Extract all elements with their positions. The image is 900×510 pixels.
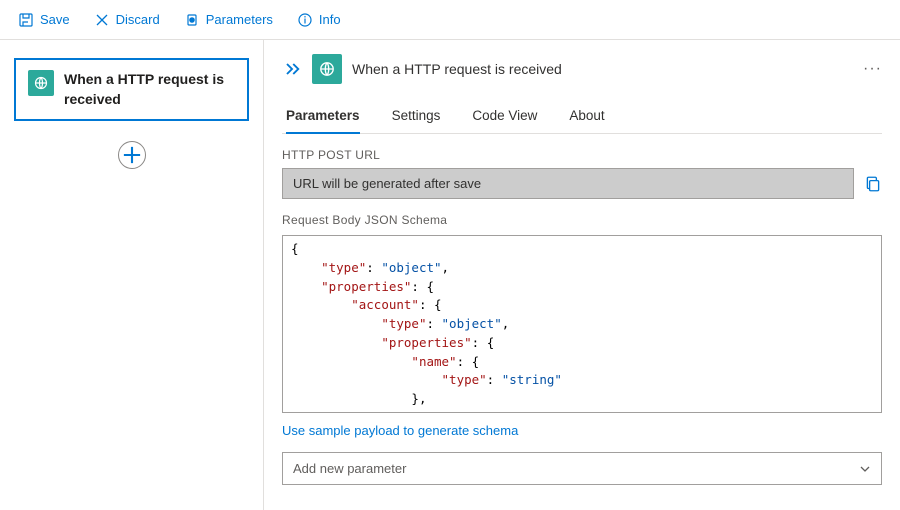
panel-header: When a HTTP request is received ··· bbox=[282, 40, 882, 94]
discard-label: Discard bbox=[116, 12, 160, 27]
schema-editor[interactable]: { "type": "object", "properties": { "acc… bbox=[282, 235, 882, 413]
left-panel: When a HTTP request is received bbox=[0, 40, 264, 510]
right-panel: When a HTTP request is received ··· Para… bbox=[264, 40, 900, 510]
info-icon bbox=[297, 12, 313, 28]
tab-code-view[interactable]: Code View bbox=[472, 100, 537, 133]
tab-parameters[interactable]: Parameters bbox=[286, 100, 360, 133]
info-button[interactable]: Info bbox=[287, 8, 351, 32]
more-button[interactable]: ··· bbox=[863, 60, 882, 78]
chevron-right-double-icon bbox=[282, 59, 302, 79]
parameters-button[interactable]: Parameters bbox=[174, 8, 283, 32]
close-icon bbox=[94, 12, 110, 28]
add-step-button[interactable] bbox=[118, 141, 146, 169]
chevron-down-icon bbox=[859, 463, 871, 475]
http-post-url-label: HTTP POST URL bbox=[282, 148, 882, 162]
tab-about[interactable]: About bbox=[569, 100, 604, 133]
add-parameter-dropdown[interactable]: Add new parameter bbox=[282, 452, 882, 485]
tab-settings[interactable]: Settings bbox=[392, 100, 441, 133]
sample-payload-link[interactable]: Use sample payload to generate schema bbox=[282, 423, 518, 438]
toolbar: Save Discard Parameters Info bbox=[0, 0, 900, 40]
save-icon bbox=[18, 12, 34, 28]
http-trigger-icon bbox=[28, 70, 54, 96]
schema-label: Request Body JSON Schema bbox=[282, 213, 882, 227]
url-row: URL will be generated after save bbox=[282, 168, 882, 199]
info-label: Info bbox=[319, 12, 341, 27]
plus-icon bbox=[119, 142, 145, 168]
parameters-icon bbox=[184, 12, 200, 28]
tabs: Parameters Settings Code View About bbox=[282, 94, 882, 134]
save-label: Save bbox=[40, 12, 70, 27]
trigger-title: When a HTTP request is received bbox=[64, 70, 235, 109]
add-parameter-label: Add new parameter bbox=[293, 461, 406, 476]
discard-button[interactable]: Discard bbox=[84, 8, 170, 32]
trigger-card[interactable]: When a HTTP request is received bbox=[14, 58, 249, 121]
http-post-url-field: URL will be generated after save bbox=[282, 168, 854, 199]
panel-title: When a HTTP request is received bbox=[352, 61, 853, 77]
main: When a HTTP request is received When a H… bbox=[0, 40, 900, 510]
save-button[interactable]: Save bbox=[8, 8, 80, 32]
copy-icon[interactable] bbox=[864, 175, 882, 193]
collapse-button[interactable] bbox=[282, 59, 302, 79]
parameters-label: Parameters bbox=[206, 12, 273, 27]
http-trigger-icon bbox=[312, 54, 342, 84]
